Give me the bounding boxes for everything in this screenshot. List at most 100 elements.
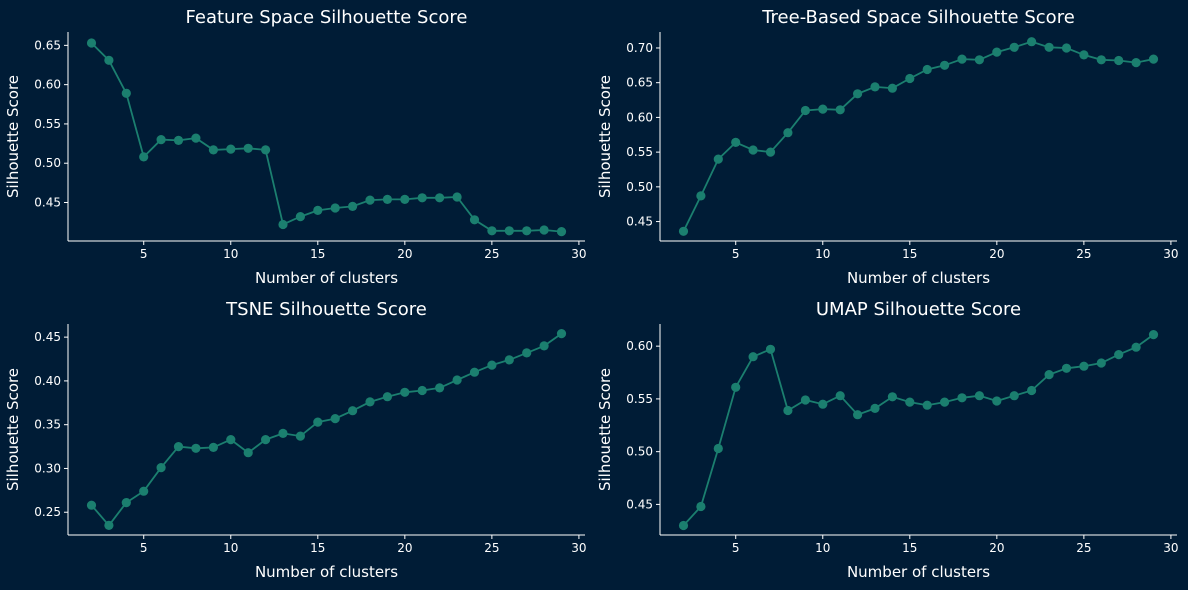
- x-tick-label: 15: [310, 541, 325, 555]
- subplot-title: Feature Space Silhouette Score: [186, 7, 468, 28]
- data-point: [940, 60, 950, 70]
- data-point: [469, 367, 480, 377]
- data-point: [417, 385, 427, 396]
- x-tick-label: 10: [815, 247, 830, 261]
- data-point: [295, 431, 305, 441]
- data-point: [974, 55, 985, 65]
- data-point: [156, 463, 166, 473]
- x-tick-label: 15: [902, 541, 917, 555]
- data-point: [940, 397, 950, 407]
- data-point: [1079, 361, 1089, 371]
- x-tick-label: 30: [1163, 541, 1178, 555]
- x-axis-label: Number of clusters: [255, 563, 398, 581]
- data-point: [1096, 358, 1106, 368]
- data-point: [748, 145, 758, 155]
- data-point: [1114, 55, 1124, 66]
- y-axis-label: Silhouette Score: [596, 75, 614, 198]
- data-point: [1079, 50, 1089, 60]
- data-point: [974, 391, 985, 401]
- data-point: [348, 406, 358, 416]
- data-point: [731, 137, 741, 147]
- series-line: [90, 332, 563, 527]
- data-point: [905, 397, 915, 407]
- data-point: [452, 192, 462, 202]
- data-point: [400, 387, 410, 397]
- y-tick-label: 0.45: [34, 196, 61, 210]
- y-tick-label: 0.50: [626, 180, 653, 194]
- data-point: [957, 393, 967, 403]
- data-point: [243, 143, 253, 153]
- data-point: [121, 498, 131, 508]
- data-point: [330, 414, 340, 424]
- data-point: [696, 191, 706, 201]
- data-point: [243, 448, 253, 458]
- y-tick-label: 0.55: [626, 145, 653, 159]
- data-point: [86, 38, 97, 48]
- y-tick-label: 0.45: [626, 497, 653, 511]
- data-point: [156, 135, 166, 145]
- data-point: [104, 520, 114, 531]
- data-point: [348, 201, 358, 211]
- data-point: [678, 226, 689, 236]
- x-tick-label: 30: [1163, 247, 1178, 261]
- data-point: [905, 73, 915, 84]
- data-point: [870, 403, 880, 413]
- y-tick-label: 0.50: [34, 156, 61, 170]
- data-point: [452, 375, 462, 385]
- data-point: [678, 520, 689, 531]
- data-point: [382, 392, 392, 402]
- data-point: [469, 215, 480, 225]
- x-tick-label: 10: [815, 541, 830, 555]
- x-tick-label: 20: [989, 247, 1004, 261]
- data-point: [313, 205, 323, 215]
- data-point: [173, 442, 184, 452]
- data-point: [1044, 42, 1054, 52]
- data-point: [765, 344, 776, 354]
- subplot-title: TSNE Silhouette Score: [225, 299, 427, 320]
- x-tick-label: 5: [732, 541, 740, 555]
- data-point: [765, 147, 776, 157]
- data-point: [208, 145, 218, 155]
- data-point: [1009, 391, 1019, 401]
- data-point: [1061, 363, 1072, 373]
- data-point: [365, 397, 375, 407]
- data-point: [835, 391, 845, 401]
- y-tick-label: 0.45: [34, 330, 61, 344]
- x-tick-label: 25: [484, 541, 499, 555]
- subplot-3: TSNE Silhouette Score 5 10 15 20 25 30 0.25 0.30…: [4, 299, 587, 581]
- data-point: [522, 348, 532, 358]
- data-point: [330, 203, 340, 213]
- data-point: [417, 193, 427, 203]
- data-point: [539, 341, 549, 351]
- data-point: [261, 435, 271, 445]
- y-tick-label: 0.55: [34, 117, 61, 131]
- x-tick-label: 20: [397, 541, 412, 555]
- x-axis-label: Number of clusters: [847, 269, 990, 287]
- data-point: [853, 89, 863, 99]
- data-point: [226, 144, 236, 154]
- subplot-2: Tree-Based Space Silhouette Score 5 10 15 20…: [596, 7, 1179, 287]
- x-tick-label: 15: [310, 247, 325, 261]
- data-point: [173, 135, 184, 145]
- data-point: [713, 443, 723, 454]
- data-point: [887, 83, 898, 93]
- data-point: [1044, 370, 1054, 380]
- y-tick-label: 0.45: [626, 215, 653, 229]
- data-point: [1096, 55, 1106, 65]
- data-point: [313, 417, 323, 427]
- data-point: [887, 392, 898, 402]
- y-tick-label: 0.60: [34, 78, 61, 92]
- series-line: [682, 333, 1155, 527]
- data-point: [1009, 42, 1019, 52]
- y-tick-label: 0.35: [34, 418, 61, 432]
- data-point: [818, 104, 828, 114]
- data-point: [539, 225, 549, 235]
- y-tick-label: 0.60: [626, 339, 653, 353]
- x-tick-label: 10: [223, 247, 238, 261]
- x-tick-label: 5: [140, 247, 148, 261]
- data-point: [295, 212, 305, 222]
- data-point: [382, 194, 392, 204]
- y-tick-label: 0.50: [626, 445, 653, 459]
- data-point: [713, 154, 723, 164]
